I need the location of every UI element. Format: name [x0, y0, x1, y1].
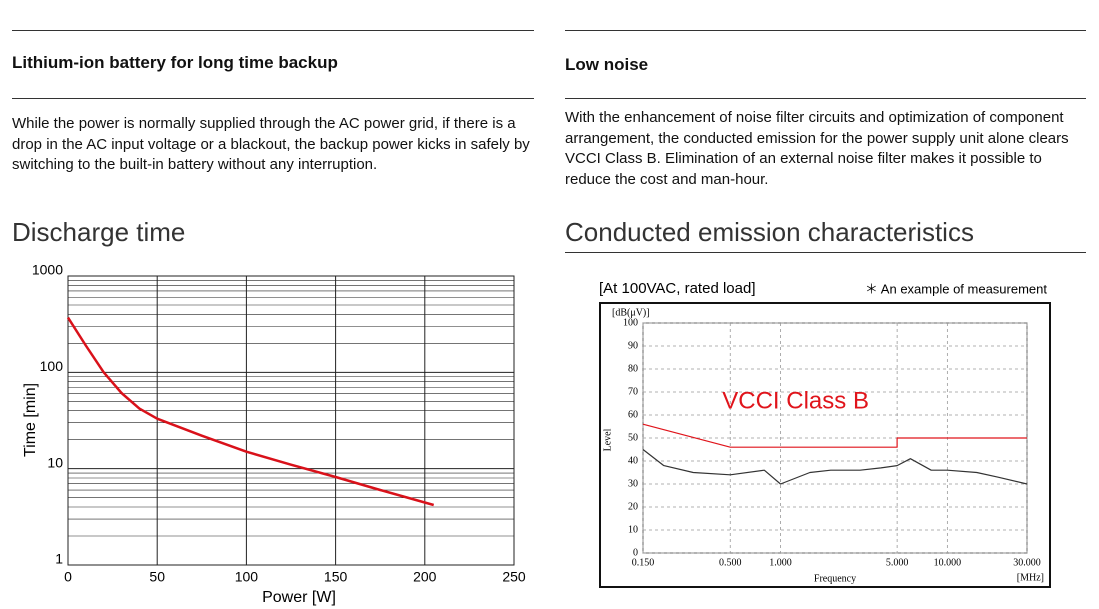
y-tick-label: 100: [40, 358, 64, 374]
x-tick-label: 100: [235, 569, 259, 585]
y-tick-label: 20: [628, 501, 638, 512]
chart-note: ＊ An example of measurement: [865, 281, 1047, 296]
y-unit: [dB(μV)]: [612, 307, 650, 318]
rule: [565, 98, 1086, 99]
x-tick-label: 5.000: [886, 557, 909, 568]
x-unit: [MHz]: [1017, 572, 1044, 583]
y-tick-label: 0: [633, 547, 638, 558]
y-tick-label: 80: [628, 363, 638, 374]
y-tick-label: 40: [628, 455, 638, 466]
data-line: [642, 423, 1027, 448]
x-tick-label: 250: [502, 569, 526, 585]
chart-title: Conducted emission characteristics: [565, 217, 974, 247]
section-title: Low noise: [565, 55, 649, 74]
x-tick-label: 30.000: [1013, 557, 1041, 568]
rule: [565, 30, 1086, 31]
rule: [12, 30, 534, 31]
y-tick-label: 10: [47, 454, 63, 470]
x-tick-label: 0: [64, 569, 72, 585]
y-tick-label: 1000: [32, 262, 63, 278]
y-tick-label: 1: [55, 551, 63, 567]
section-text: With the enhancement of noise filter cir…: [565, 109, 1069, 188]
y-tick-label: 100: [623, 317, 638, 328]
y-tick-label: 30: [628, 478, 638, 489]
chart-title: Discharge time: [12, 217, 185, 247]
x-tick-label: 1.000: [769, 557, 792, 568]
x-tick-label: 0.500: [719, 557, 742, 568]
y-tick-label: 90: [628, 340, 638, 351]
chart-subtitle: [At 100VAC, rated load]: [599, 280, 755, 297]
y-tick-label: 10: [628, 524, 638, 535]
x-tick-label: 0.150: [632, 557, 655, 568]
y-tick-label: 60: [628, 409, 638, 420]
x-tick-label: 150: [324, 569, 348, 585]
y-tick-label: 50: [628, 432, 638, 443]
plot-area: [67, 275, 515, 566]
x-tick-label: 50: [149, 569, 165, 585]
rule: [12, 98, 534, 99]
section-title: Lithium-ion battery for long time backup: [12, 53, 338, 72]
series-label: VCCI Class B: [722, 388, 869, 415]
y-axis-label: Time [min]: [22, 383, 39, 457]
data-line: [642, 449, 1028, 485]
x-tick-label: 10.000: [934, 557, 962, 568]
x-axis-label: Power [W]: [262, 589, 336, 606]
chart-frame: [599, 302, 1051, 588]
x-tick-label: 200: [413, 569, 437, 585]
x-axis-label: Frequency: [814, 573, 856, 584]
rule: [565, 252, 1086, 253]
data-line: [66, 316, 435, 507]
y-tick-label: 70: [628, 386, 638, 397]
section-text: While the power is normally supplied thr…: [12, 115, 530, 173]
y-axis-label: Level: [602, 428, 613, 451]
